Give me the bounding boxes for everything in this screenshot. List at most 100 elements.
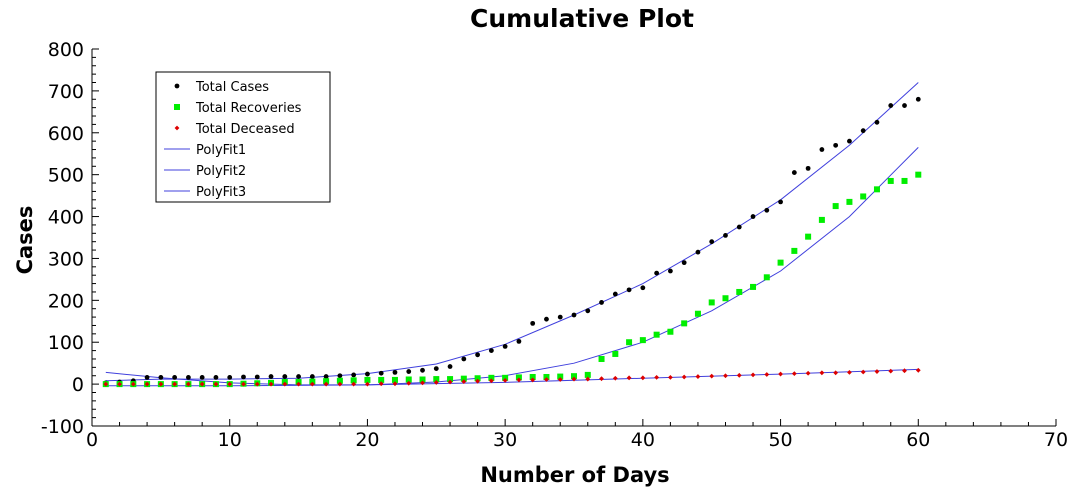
legend-item-total-cases: Total Cases: [174, 80, 269, 95]
total-recoveries-point: [364, 376, 371, 383]
x-tick-label: 40: [631, 429, 655, 451]
total-cases-point: [640, 285, 646, 291]
total-cases-point: [378, 370, 384, 376]
total-recoveries-point: [763, 274, 770, 281]
total-recoveries-point: [667, 328, 674, 335]
total-cases-point: [847, 138, 852, 144]
total-recoveries-point: [543, 373, 550, 380]
y-tick-label: 600: [48, 123, 84, 145]
total-cases-point: [447, 364, 453, 369]
total-deceased-point: [847, 369, 852, 375]
total-deceased-point: [874, 369, 880, 374]
total-cases-point: [282, 374, 288, 379]
total-deceased-point: [764, 372, 770, 377]
total-recoveries-point: [571, 373, 577, 380]
total-deceased-point: [103, 381, 109, 387]
total-recoveries-point: [336, 377, 343, 384]
total-recoveries-point: [722, 295, 729, 302]
total-cases-point: [337, 373, 343, 379]
total-deceased-point: [530, 377, 536, 383]
legend-label: PolyFit3: [196, 185, 246, 200]
legend-box: [155, 71, 331, 203]
x-tick-label: 50: [768, 429, 792, 451]
total-recoveries-point: [708, 299, 715, 306]
total-deceased-point: [144, 381, 150, 387]
y-tick-label: 700: [48, 81, 84, 103]
total-deceased-point: [502, 377, 508, 383]
y-tick-label: 200: [48, 290, 84, 312]
total-deceased-point: [695, 374, 701, 379]
total-deceased-point: [254, 381, 260, 387]
total-deceased-point: [585, 376, 591, 382]
x-tick-label: 70: [1044, 429, 1068, 451]
total-deceased-series: [103, 367, 921, 387]
total-cases-point: [199, 375, 205, 380]
total-cases-point: [158, 375, 164, 380]
total-recoveries-point: [653, 331, 660, 338]
total-recoveries-point: [777, 259, 784, 266]
total-deceased-point: [475, 378, 480, 384]
total-cases-point: [915, 96, 921, 102]
x-tick-label: 20: [355, 429, 379, 451]
total-cases-point: [723, 233, 728, 238]
x-tick-label: 60: [906, 429, 930, 451]
total-cases-point: [544, 316, 549, 322]
legend-label: PolyFit1: [196, 143, 246, 158]
y-tick-label: 300: [48, 248, 84, 270]
total-deceased-point: [723, 373, 728, 379]
total-recoveries-point: [694, 310, 701, 317]
total-cases-point: [599, 300, 604, 305]
total-cases-point: [571, 312, 577, 318]
total-cases-point: [502, 344, 508, 349]
total-recoveries-point: [887, 177, 894, 184]
total-cases-point: [323, 374, 329, 379]
total-deceased-point: [805, 370, 811, 376]
total-cases-point: [296, 374, 301, 379]
legend-label: Total Recoveries: [195, 101, 302, 116]
total-deceased-point: [654, 375, 660, 380]
total-deceased-point: [406, 380, 412, 386]
total-recoveries-point: [639, 337, 646, 344]
total-cases-point: [764, 207, 770, 213]
total-recoveries-point: [323, 378, 330, 385]
legend-item-polyfit3: PolyFit3: [164, 185, 246, 200]
y-tick-label: 0: [72, 374, 84, 396]
total-deceased-point: [351, 381, 357, 387]
y-tick-label: 400: [48, 207, 84, 229]
total-cases-point: [874, 119, 880, 125]
total-recoveries-point: [612, 350, 619, 357]
total-cases-point: [309, 374, 315, 379]
total-deceased-point: [544, 377, 549, 382]
total-cases-point: [791, 170, 797, 175]
total-cases-point: [254, 374, 260, 380]
x-axis-label: Number of Days: [480, 463, 669, 487]
total-cases-point: [681, 260, 687, 266]
total-deceased-point: [778, 371, 783, 377]
total-deceased-point: [241, 381, 246, 387]
total-cases-point: [888, 103, 894, 108]
total-deceased-point: [516, 377, 522, 383]
total-recoveries-point: [405, 376, 412, 383]
total-recoveries-point: [460, 375, 467, 382]
total-deceased-point: [378, 381, 384, 387]
total-deceased-point: [736, 372, 742, 378]
total-cases-point: [365, 371, 370, 377]
total-recoveries-point: [515, 374, 522, 381]
total-deceased-point: [819, 370, 825, 376]
total-cases-point: [420, 367, 425, 373]
total-recoveries-point: [557, 373, 564, 380]
total-recoveries-point: [805, 233, 812, 240]
total-cases-point: [778, 199, 783, 205]
total-recoveries-point: [750, 283, 757, 290]
total-deceased-point: [791, 371, 797, 377]
total-deceased-point: [213, 381, 219, 387]
legend-swatch: [174, 104, 180, 110]
y-tick-label: 800: [48, 39, 84, 61]
total-cases-point: [516, 338, 522, 344]
total-deceased-point: [599, 376, 604, 382]
total-deceased-point: [392, 381, 398, 387]
total-cases-point: [805, 165, 811, 171]
total-cases-point: [268, 374, 274, 379]
total-cases-point: [612, 291, 618, 297]
total-deceased-point: [902, 368, 907, 374]
